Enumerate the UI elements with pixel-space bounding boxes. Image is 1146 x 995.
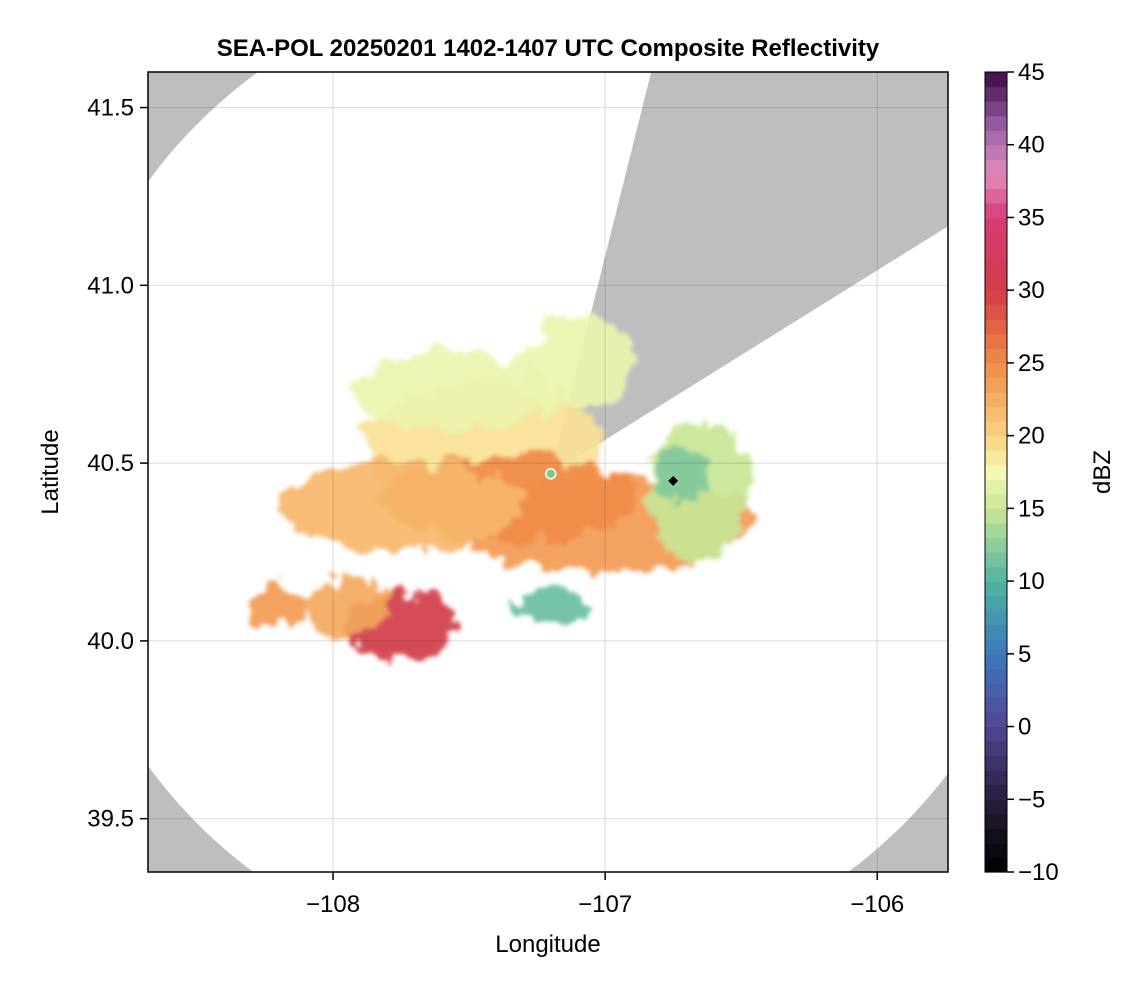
colorbar-band	[985, 464, 1007, 480]
colorbar-tick-label: 30	[1018, 277, 1045, 304]
colorbar-tick-label: 15	[1018, 495, 1045, 522]
colorbar-band	[985, 610, 1007, 626]
point-marker	[668, 475, 679, 486]
colorbar-band	[985, 522, 1007, 539]
colorbar-tick-label: 45	[1018, 59, 1045, 86]
colorbar-band	[985, 552, 1007, 568]
y-tick-label: 41.0	[87, 272, 134, 299]
y-axis-label: Latitude	[37, 429, 64, 514]
colorbar: −10 −5 0 5 10 15 20 25 30 35 40 45	[984, 59, 1059, 886]
colorbar-band	[985, 246, 1007, 262]
colorbar-band	[985, 479, 1007, 495]
colorbar-band	[985, 813, 1007, 829]
colorbar-band	[985, 697, 1007, 713]
colorbar-band	[985, 261, 1007, 277]
colorbar-band	[985, 508, 1007, 524]
y-tick-label: 39.5	[87, 806, 134, 833]
colorbar-band	[985, 377, 1007, 393]
colorbar-band	[985, 770, 1007, 786]
colorbar-band	[985, 828, 1007, 844]
y-tick-label: 40.0	[87, 628, 134, 655]
colorbar-tick-label: 10	[1018, 568, 1045, 595]
colorbar-band	[985, 319, 1007, 335]
colorbar-band	[985, 275, 1007, 291]
colorbar-frame	[984, 71, 1008, 873]
echo-region	[355, 352, 556, 432]
x-tick-label: −107	[578, 891, 632, 918]
colorbar-band	[985, 188, 1007, 204]
colorbar-tick-label: 20	[1018, 423, 1045, 450]
colorbar-band	[985, 581, 1007, 597]
reflectivity-echoes	[250, 313, 756, 661]
echo-region	[276, 460, 527, 551]
colorbar-band	[985, 566, 1007, 582]
colorbar-band	[985, 406, 1007, 422]
x-tick-label: −108	[306, 891, 360, 918]
colorbar-tick-label: 40	[1018, 132, 1045, 159]
colorbar-band	[985, 202, 1007, 219]
echo-region	[522, 313, 633, 414]
colorbar-band	[985, 712, 1007, 728]
echo-region	[250, 583, 307, 628]
colorbar-band	[985, 333, 1007, 349]
colorbar-tick-label: 35	[1018, 204, 1045, 231]
colorbar-band	[985, 639, 1007, 655]
colorbar-band	[985, 435, 1007, 451]
grid-lines	[148, 72, 948, 872]
colorbar-tick-label: −5	[1018, 786, 1045, 813]
colorbar-band	[985, 450, 1007, 466]
colorbar-band	[985, 115, 1007, 131]
colorbar-band	[985, 392, 1007, 408]
colorbar-band	[985, 537, 1007, 553]
colorbar-band	[985, 682, 1007, 699]
echo-region	[508, 589, 593, 622]
radar-site-marker	[544, 468, 557, 480]
x-axis-label: Longitude	[495, 931, 600, 958]
colorbar-band	[985, 624, 1007, 640]
colorbar-band	[985, 842, 1007, 859]
colorbar-tick-label: −10	[1018, 859, 1059, 886]
colorbar-band	[985, 653, 1007, 669]
colorbar-band	[985, 857, 1007, 873]
echo-region	[304, 575, 389, 636]
colorbar-band	[985, 348, 1007, 364]
y-tick-label: 40.5	[87, 450, 134, 477]
y-axis: 39.5 40.0 40.5 41.0 41.5	[87, 95, 148, 833]
x-axis: −108 −107 −106	[306, 872, 904, 918]
colorbar-band	[985, 304, 1007, 320]
colorbar-tick-label: 25	[1018, 350, 1045, 377]
colorbar-band	[985, 595, 1007, 611]
colorbar-band	[985, 799, 1007, 815]
colorbar-band	[985, 217, 1007, 233]
colorbar-band	[985, 493, 1007, 509]
colorbar-band	[985, 726, 1007, 742]
colorbar-label: dBZ	[1089, 450, 1116, 494]
plot-area	[148, 72, 948, 872]
colorbar-band	[985, 72, 1007, 88]
colorbar-tick-label: 0	[1018, 714, 1031, 741]
colorbar-band	[985, 101, 1007, 117]
colorbar-band	[985, 290, 1007, 306]
colorbar-band	[985, 144, 1007, 160]
chart-title: SEA-POL 20250201 1402-1407 UTC Composite…	[217, 35, 880, 62]
colorbar-band	[985, 362, 1007, 379]
echo-region	[653, 447, 710, 508]
y-tick-label: 41.5	[87, 95, 134, 122]
colorbar-band	[985, 755, 1007, 771]
colorbar-tick-label: 5	[1018, 641, 1031, 668]
colorbar-band	[985, 784, 1007, 800]
colorbar-band	[985, 173, 1007, 189]
colorbar-band	[985, 421, 1007, 437]
colorbar-band	[985, 232, 1007, 248]
colorbar-band	[985, 668, 1007, 684]
x-tick-label: −106	[850, 891, 904, 918]
colorbar-band	[985, 741, 1007, 757]
colorbar-band	[985, 86, 1007, 102]
colorbar-band	[985, 130, 1007, 146]
colorbar-band	[985, 159, 1007, 175]
plot-frame	[147, 71, 949, 873]
